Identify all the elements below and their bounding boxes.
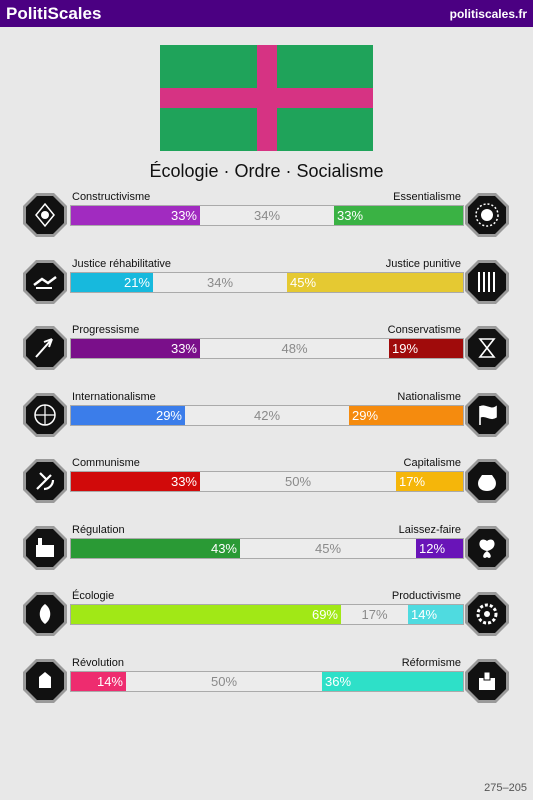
axis-left-segment: 21% (71, 273, 153, 292)
gear-icon (464, 591, 510, 637)
axis-right-segment: 33% (334, 206, 463, 225)
butterfly-icon (464, 525, 510, 571)
axis-right-segment: 36% (322, 672, 463, 691)
fist-icon (22, 658, 68, 704)
axis-right-segment: 29% (349, 406, 463, 425)
axis-left-segment: 14% (71, 672, 126, 691)
axis-row: Communisme Capitalisme 33% 50% 17% (0, 457, 533, 523)
axis-bar: 29% 42% 29% (70, 405, 464, 426)
flag-icon (464, 392, 510, 438)
axis-row: Constructivisme Essentialisme 33% 34% 33… (0, 191, 533, 257)
hourglass-icon (464, 325, 510, 371)
axis-right-label: Capitalisme (403, 457, 461, 469)
axis-neutral-segment: 42% (253, 408, 281, 423)
globe-icon (22, 392, 68, 438)
axis-right-segment: 19% (389, 339, 463, 358)
axis-row: Justice réhabilitative Justice punitive … (0, 258, 533, 324)
axis-bar: 43% 45% 12% (70, 538, 464, 559)
axis-right-segment: 12% (416, 539, 463, 558)
axis-left-label: Constructivisme (72, 191, 151, 203)
axis-right-segment: 17% (396, 472, 463, 491)
handshake-icon (22, 259, 68, 305)
axis-row: Révolution Réformisme 14% 50% 36% (0, 657, 533, 723)
axis-left-segment: 33% (71, 339, 200, 358)
axis-neutral-segment: 34% (253, 208, 281, 223)
sunflower-icon (464, 192, 510, 238)
app-header: PolitiScales politiscales.fr (0, 0, 533, 27)
leaf-icon (22, 591, 68, 637)
axis-bar: 33% 48% 19% (70, 338, 464, 359)
axis-right-segment: 14% (408, 605, 463, 624)
axis-neutral-segment: 50% (210, 674, 238, 689)
axis-left-label: Révolution (72, 657, 124, 669)
axis-right-label: Laissez-faire (398, 524, 461, 536)
axis-row: Régulation Laissez-faire 43% 45% 12% (0, 524, 533, 590)
axis-bar: 14% 50% 36% (70, 671, 464, 692)
axis-left-label: Communisme (72, 457, 140, 469)
axis-neutral-segment: 50% (284, 474, 312, 489)
footer-score: 275–205 (484, 782, 527, 794)
ballot-box-icon (464, 658, 510, 704)
axis-left-segment: 29% (71, 406, 185, 425)
hammer-sickle-icon (22, 458, 68, 504)
axis-left-label: Régulation (72, 524, 125, 536)
axis-right-label: Nationalisme (397, 391, 461, 403)
axis-left-segment: 33% (71, 472, 200, 491)
axis-right-label: Conservatisme (387, 324, 461, 336)
axis-right-label: Essentialisme (393, 191, 461, 203)
axis-left-label: Internationalisme (72, 391, 156, 403)
brand-title: PolitiScales (6, 3, 102, 23)
axis-right-label: Justice punitive (385, 258, 461, 270)
site-link[interactable]: politiscales.fr (449, 6, 527, 21)
axis-right-segment: 45% (287, 273, 463, 292)
axis-neutral-segment: 34% (206, 275, 234, 290)
axis-row: Progressisme Conservatisme 33% 48% 19% (0, 324, 533, 390)
axis-bar: 69% 17% 14% (70, 604, 464, 625)
axis-left-segment: 69% (71, 605, 341, 624)
ideology-flag (160, 45, 373, 151)
prison-bars-icon (464, 259, 510, 305)
money-bag-icon (464, 458, 510, 504)
factory-icon (22, 525, 68, 571)
flag-cross-horizontal (160, 88, 373, 108)
axis-bar: 33% 50% 17% (70, 471, 464, 492)
axis-row: Internationalisme Nationalisme 29% 42% 2… (0, 391, 533, 457)
axis-left-segment: 43% (71, 539, 240, 558)
axis-left-segment: 33% (71, 206, 200, 225)
axis-bar: 21% 34% 45% (70, 272, 464, 293)
crystal-icon (22, 192, 68, 238)
axis-left-label: Justice réhabilitative (72, 258, 172, 270)
axis-bar: 33% 34% 33% (70, 205, 464, 226)
axis-neutral-segment: 48% (281, 341, 308, 356)
axis-left-label: Progressisme (72, 324, 140, 336)
axis-right-label: Productivisme (391, 590, 461, 602)
slogan: Écologie · Ordre · Socialisme (149, 161, 384, 181)
axis-right-label: Réformisme (401, 657, 461, 669)
axis-left-label: Écologie (72, 590, 115, 602)
axis-neutral-segment: 17% (361, 607, 388, 622)
axis-neutral-segment: 45% (314, 541, 342, 556)
rocket-icon (22, 325, 68, 371)
axis-row: Écologie Productivisme 69% 17% 14% (0, 590, 533, 656)
